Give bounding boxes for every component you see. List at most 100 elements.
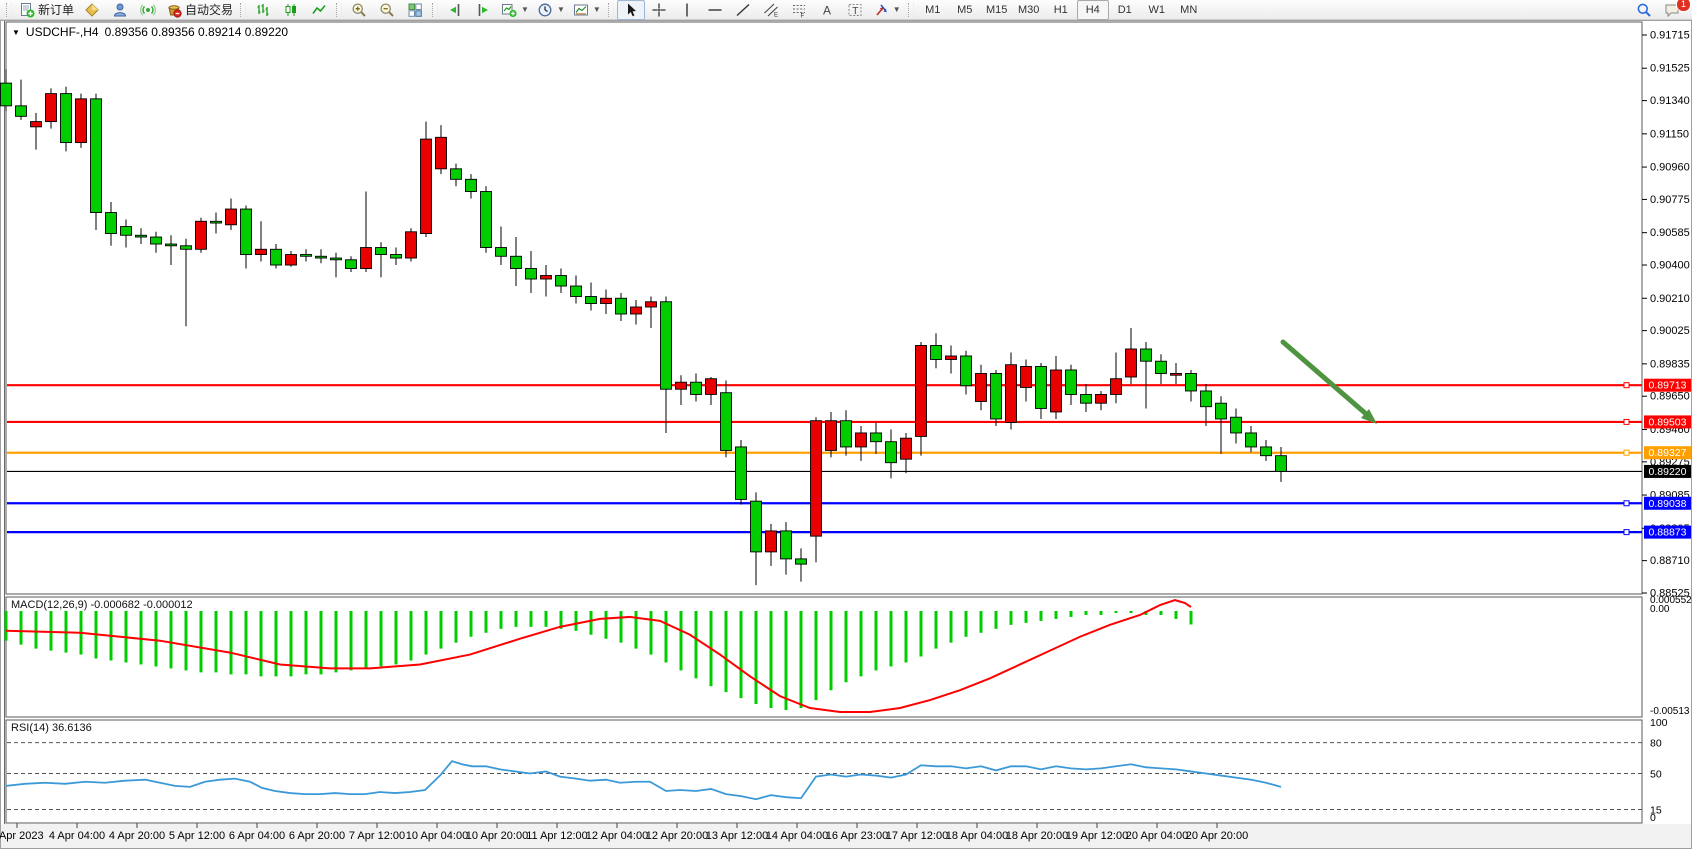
timeframe-button-D1[interactable]: D1 [1117, 3, 1132, 16]
timeframe-button-M1[interactable]: M1 [925, 3, 941, 16]
time-tick-label: 19 Apr 12:00 [1066, 830, 1128, 842]
toolbar-grip[interactable] [6, 2, 12, 17]
candle-body [840, 420, 852, 448]
search-button[interactable] [1630, 0, 1658, 20]
chart-shift-button[interactable] [469, 0, 497, 20]
toolbar-grip[interactable] [607, 2, 614, 17]
time-axis[interactable]: 3 Apr 2023 4 Apr 04:00 4 Apr 20:00 5 Apr 12… [0, 823, 1248, 842]
main-price-panel[interactable] [5, 21, 1643, 595]
line-chart-button[interactable] [305, 0, 333, 20]
timeframe-button-H1[interactable]: H1 [1053, 3, 1068, 16]
macd-panel[interactable] [5, 596, 1643, 718]
trendline-button[interactable] [729, 0, 757, 20]
chart-menu-icon[interactable]: ▼ [12, 27, 20, 37]
timeframe-toolbar: M1 M5 M15 M30 H1 H4 D1 W1 MN [917, 0, 1205, 20]
zoom-in-button[interactable] [345, 0, 373, 20]
toolbar-grip[interactable] [240, 2, 247, 17]
fibonacci-button[interactable]: F [785, 0, 813, 20]
level-handle[interactable] [1623, 418, 1630, 425]
candle-body [855, 432, 867, 448]
toolbar-right-tools: 1 [1630, 0, 1691, 20]
candle-body [1230, 416, 1242, 434]
trend-arrow[interactable] [1280, 339, 1377, 424]
vertical-line-button[interactable] [673, 0, 701, 20]
timeframe-button-M15[interactable]: M15 [986, 3, 1008, 16]
price-badge [1644, 464, 1691, 478]
price-tick-label: 0.88710 [1650, 555, 1690, 567]
profile-button[interactable] [106, 0, 134, 20]
bar-chart-button[interactable] [249, 0, 277, 20]
notifications-button[interactable]: 1 [1658, 0, 1691, 20]
timeframe-button-W1[interactable]: W1 [1148, 3, 1165, 16]
time-tick-label: 16 Apr 23:00 [826, 830, 888, 842]
new-order-button[interactable]: 新订单 [15, 0, 78, 20]
candle-body [615, 297, 627, 315]
candle-body [315, 255, 327, 259]
diamond-icon [85, 2, 99, 17]
candle-body [915, 345, 927, 437]
timeframe-button-M30[interactable]: M30 [1018, 3, 1040, 16]
zoom-out-button[interactable] [373, 0, 401, 20]
templates-button[interactable]: ▼ [569, 0, 605, 20]
level-handle[interactable] [1623, 382, 1630, 389]
horizontal-line-button[interactable] [701, 0, 729, 20]
timeframe-button-MN[interactable]: MN [1180, 3, 1198, 16]
auto-scroll-button[interactable] [441, 0, 469, 20]
price-tick-label: 0.91340 [1650, 95, 1690, 107]
crosshair-button[interactable] [645, 0, 673, 20]
price-tick-label: 0.91525 [1650, 63, 1690, 75]
candlestick-chart-button[interactable] [277, 0, 305, 20]
candle-body [1050, 369, 1062, 413]
time-tick-label: 12 Apr 20:00 [646, 830, 708, 842]
candle-body [465, 178, 477, 193]
price-tick-label: 0.90400 [1650, 260, 1690, 272]
candle-body [975, 373, 987, 402]
new-chart-button[interactable]: ▼ [497, 0, 533, 20]
new-order-label: 新订单 [38, 3, 75, 17]
candle-body [870, 432, 882, 443]
candle-body [1170, 373, 1182, 376]
dropdown-caret-icon: ▼ [592, 5, 601, 14]
tile-windows-button[interactable] [401, 0, 429, 20]
signals-button[interactable] [134, 0, 162, 20]
timeframe-button-H4[interactable]: H4 [1076, 0, 1109, 20]
price-tick-label: 0.91715 [1650, 30, 1690, 42]
candle-body [75, 98, 87, 144]
text-button[interactable]: A [813, 0, 841, 20]
quotes-button[interactable] [78, 0, 106, 20]
timeframe-button-M5[interactable]: M5 [957, 3, 973, 16]
candle-body [1110, 378, 1122, 395]
cursor-button[interactable] [616, 0, 645, 20]
toolbar-grip[interactable] [336, 2, 343, 17]
level-handle[interactable] [1623, 529, 1630, 536]
channel-button[interactable]: E [757, 0, 785, 20]
toolbar-grip[interactable] [907, 2, 914, 17]
candle-body [960, 355, 972, 387]
arrows-button[interactable]: ▼ [869, 0, 905, 20]
candle-body [705, 378, 717, 395]
price-badge [1644, 446, 1691, 460]
chart-shift-icon [478, 3, 489, 16]
level-handle[interactable] [1623, 500, 1630, 507]
level-handle[interactable] [1623, 449, 1630, 456]
label-button[interactable]: T [841, 0, 869, 20]
periods-button[interactable]: ▼ [533, 0, 569, 20]
toolbar-grip[interactable] [432, 2, 439, 17]
candle-body [765, 530, 777, 553]
fibonacci-icon: F [792, 4, 805, 18]
candle-body [735, 446, 747, 500]
rsi-line [5, 760, 1282, 801]
candle-body [810, 420, 822, 537]
price-tick-label: 0.90025 [1650, 325, 1690, 337]
time-tick-label: 10 Apr 04:00 [406, 830, 468, 842]
autotrading-button[interactable]: 自动交易 [162, 0, 237, 20]
svg-text:F: F [800, 13, 804, 18]
autotrading-icon [168, 4, 182, 18]
macd-name: MACD(12,26,9) [11, 599, 88, 611]
rsi-panel[interactable] [5, 719, 1643, 824]
candle-body [1185, 373, 1197, 392]
candle-body [675, 381, 687, 390]
candle-body [570, 285, 582, 297]
